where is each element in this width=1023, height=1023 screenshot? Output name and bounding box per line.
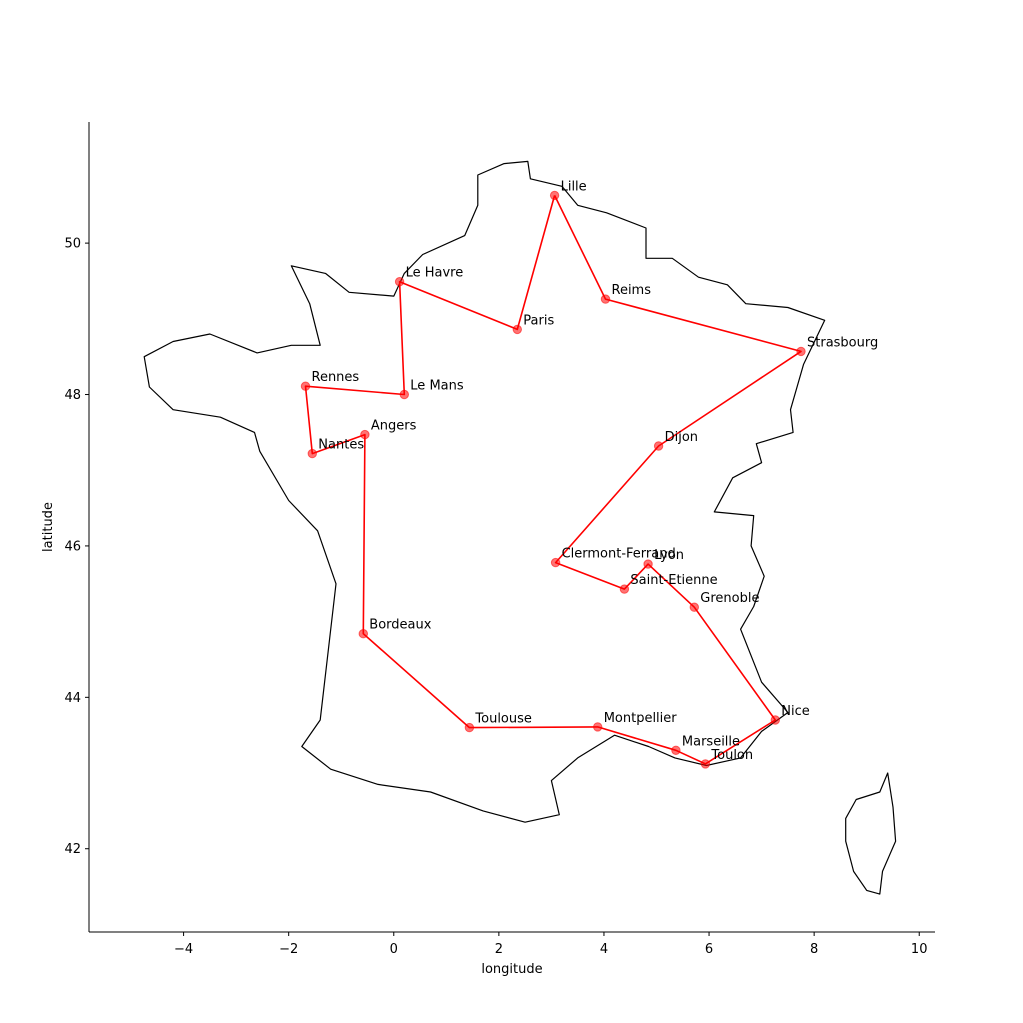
city-label: Grenoble	[700, 591, 759, 606]
y-axis-label: latitude	[41, 502, 56, 552]
city-marker	[796, 346, 806, 357]
city-label: Strasbourg	[807, 335, 878, 350]
city-marker	[653, 441, 664, 451]
city-marker	[512, 324, 522, 335]
corsica-coastline	[845, 772, 897, 895]
x-tick-label: −2	[279, 942, 298, 957]
y-tick-label: 44	[64, 691, 81, 706]
city-label: Le Havre	[406, 266, 464, 281]
city-marker	[549, 190, 560, 201]
tick-layer: −4 −2 0 2 4 6 8 10 42 44 46 48 50	[64, 237, 927, 957]
city-label: Bordeaux	[369, 618, 431, 633]
city-marker	[593, 722, 603, 732]
city-label: Lille	[561, 179, 587, 194]
city-label: Clermont-Ferrand	[562, 547, 676, 562]
x-tick-label: 0	[390, 942, 398, 957]
city-label: Reims	[612, 283, 652, 298]
city-label: Angers	[371, 419, 417, 434]
city-marker	[770, 715, 780, 725]
city-marker	[307, 448, 317, 459]
city-label: Le Mans	[410, 379, 464, 394]
city-label: Toulon	[710, 748, 753, 763]
city-label: Lyon	[654, 548, 684, 563]
city-label-layer: Lille Reims Strasbourg Dijon Clermont-Fe…	[312, 179, 879, 763]
x-tick-label: 4	[600, 942, 608, 957]
city-marker	[600, 294, 611, 304]
city-label: Dijon	[665, 430, 698, 445]
city-marker	[700, 759, 711, 769]
marker-layer	[300, 190, 806, 769]
city-label: Saint-Etienne	[630, 573, 717, 588]
city-label: Nantes	[318, 438, 364, 453]
x-tick-label: −4	[174, 942, 193, 957]
y-tick-label: 50	[64, 237, 81, 252]
y-tick-label: 48	[64, 388, 81, 403]
y-tick-label: 42	[64, 842, 81, 857]
city-marker	[550, 557, 561, 568]
city-marker	[643, 559, 653, 569]
x-axis-label: longitude	[481, 962, 542, 977]
city-marker	[399, 389, 409, 400]
city-marker	[394, 277, 405, 287]
city-marker	[619, 584, 630, 594]
city-label: Nice	[781, 704, 809, 719]
x-tick-label: 8	[810, 942, 818, 957]
y-tick-label: 46	[64, 539, 81, 554]
city-label: Marseille	[682, 734, 740, 749]
france-coastline	[143, 160, 826, 823]
axes-layer	[88, 122, 935, 933]
city-marker	[671, 745, 681, 755]
city-label: Rennes	[312, 370, 360, 385]
city-label: Paris	[523, 313, 554, 328]
x-tick-label: 2	[495, 942, 503, 957]
route-layer	[304, 195, 802, 765]
city-marker	[358, 629, 368, 639]
tour-route-line	[304, 195, 802, 765]
map-layer	[143, 160, 897, 895]
city-label: Toulouse	[474, 712, 532, 727]
x-tick-label: 6	[705, 942, 713, 957]
city-marker	[689, 602, 699, 612]
city-marker	[360, 429, 370, 440]
x-tick-label: 10	[911, 942, 928, 957]
city-marker	[464, 722, 475, 733]
city-marker	[300, 381, 311, 391]
city-label: Montpellier	[604, 711, 678, 726]
